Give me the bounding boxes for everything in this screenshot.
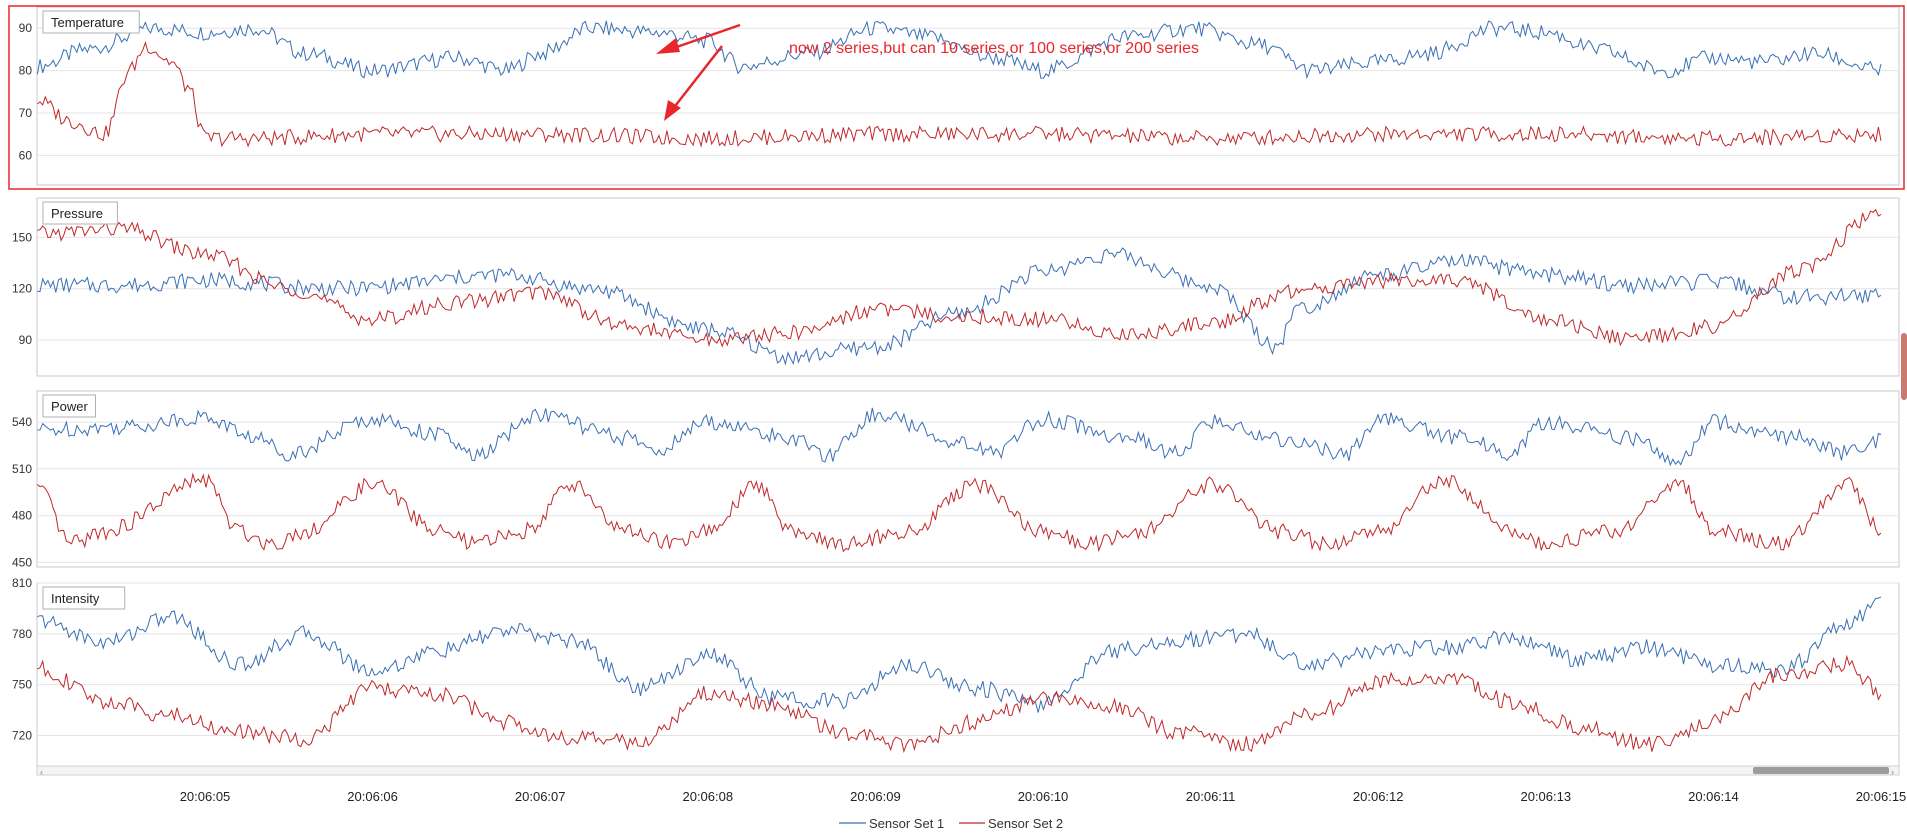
panel-title: Temperature [51, 15, 124, 30]
legend: Sensor Set 1 Sensor Set 2 [839, 816, 1063, 831]
scrollbar-thumb[interactable] [1753, 767, 1889, 774]
y-tick-label: 90 [19, 21, 33, 35]
scroll-right-arrow-icon[interactable]: › [1891, 767, 1894, 777]
panel-title: Power [51, 399, 89, 414]
y-tick-label: 90 [19, 333, 33, 347]
series-line-2 [37, 208, 1882, 348]
panel-temperature: 60 70 80 90 Temperature [19, 6, 1900, 186]
panel-title-box [42, 394, 96, 418]
panel-pressure: 90 120 150 Pressure [12, 197, 1900, 377]
y-tick-label: 750 [12, 678, 32, 692]
y-tick-label: 810 [12, 576, 32, 590]
y-tick-label: 540 [12, 415, 32, 429]
y-tick-label: 780 [12, 627, 32, 641]
series-line-1 [37, 596, 1882, 713]
y-tick-label: 510 [12, 462, 32, 476]
y-tick-label: 70 [19, 106, 33, 120]
series-line-1 [37, 247, 1882, 366]
panel-power: 450 480 510 540 Power [12, 390, 1900, 569]
series-line-2 [37, 472, 1882, 553]
plot-area [36, 582, 1900, 767]
x-tick-label: 20:06:06 [347, 789, 398, 804]
y-tick-label: 450 [12, 555, 32, 569]
x-axis: 20:06:05 20:06:06 20:06:07 20:06:08 20:06:09… [180, 789, 1907, 804]
x-tick-label: 20:06:12 [1353, 789, 1404, 804]
x-tick-label: 20:06:15 [1856, 789, 1907, 804]
series-line-2 [37, 654, 1882, 754]
y-tick-label: 720 [12, 729, 32, 743]
legend-label-series-1: Sensor Set 1 [869, 816, 944, 831]
x-tick-label: 20:06:11 [1186, 789, 1236, 804]
legend-label-series-2: Sensor Set 2 [988, 816, 1063, 831]
panel-intensity: 720 750 780 810 Intensity [12, 576, 1900, 767]
panel-title-box [42, 586, 126, 610]
panel-title: Intensity [51, 591, 100, 606]
series-line-1 [37, 407, 1882, 467]
plot-area [36, 197, 1900, 377]
panel-title: Pressure [51, 206, 103, 221]
plot-area [36, 390, 1900, 568]
x-tick-label: 20:06:07 [515, 789, 566, 804]
y-tick-label: 60 [19, 148, 33, 162]
y-tick-label: 120 [12, 282, 32, 296]
x-tick-label: 20:06:13 [1520, 789, 1571, 804]
panel-title-box [42, 10, 140, 34]
annotation-text: now 2 series,but can 10 series,or 100 se… [789, 40, 1199, 57]
temperature-highlight-box [8, 5, 1905, 190]
annotation-arrows [656, 23, 741, 121]
x-tick-label: 20:06:09 [850, 789, 901, 804]
x-tick-label: 20:06:10 [1018, 789, 1069, 804]
panel-title-box [42, 201, 118, 225]
x-tick-label: 20:06:14 [1688, 789, 1739, 804]
x-tick-label: 20:06:05 [180, 789, 231, 804]
plot-area [36, 6, 1900, 186]
scroll-left-arrow-icon[interactable]: ‹ [40, 767, 43, 777]
horizontal-scrollbar[interactable]: ‹ › [36, 765, 1900, 777]
y-tick-label: 480 [12, 509, 32, 523]
chart-panels: 60 70 80 90 Temperature 90 120 150 Pressure 450 48… [12, 6, 1900, 767]
y-tick-label: 80 [19, 64, 33, 78]
x-tick-label: 20:06:08 [682, 789, 733, 804]
series-line-2 [37, 41, 1882, 148]
y-tick-label: 150 [12, 230, 32, 244]
vertical-scroll-handle[interactable] [1901, 333, 1907, 400]
series-line-1 [36, 20, 1882, 80]
